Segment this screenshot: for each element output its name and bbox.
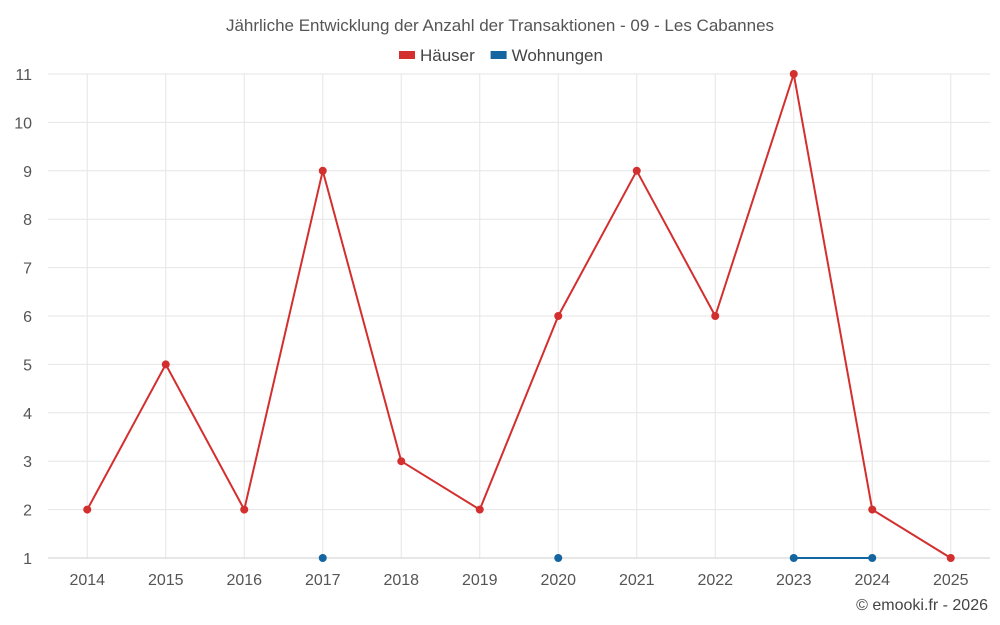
x-tick-label: 2014 — [69, 572, 105, 589]
x-tick-label: 2020 — [540, 572, 576, 589]
legend-swatch — [490, 51, 507, 59]
data-point — [789, 70, 798, 78]
data-point — [554, 312, 563, 320]
legend-label: Wohnungen — [512, 46, 603, 65]
credit: © emooki.fr - 2026 — [856, 597, 988, 614]
x-axis: 2014 2015 2016 2017 2018 2019 2020 2021 2022 2023… — [48, 557, 990, 589]
y-axis: 1 2 3 4 5 6 7 8 9 10 11 — [14, 67, 32, 568]
data-point — [868, 505, 877, 514]
y-tick-label: 7 — [23, 261, 32, 278]
legend: Häuser Wohnungen — [399, 46, 603, 65]
data-point — [789, 554, 798, 562]
series-line — [86, 73, 952, 559]
data-point — [946, 554, 955, 562]
data-point — [161, 360, 170, 369]
x-tick-label: 2024 — [854, 572, 890, 589]
data-point — [318, 166, 327, 175]
data-point — [475, 505, 484, 514]
data-point — [318, 554, 327, 562]
chart-title: Jährliche Entwicklung der Anzahl der Tra… — [226, 16, 774, 35]
series-2 — [318, 554, 877, 562]
y-tick-label: 6 — [23, 309, 32, 326]
y-tick-label: 1 — [23, 551, 32, 568]
x-tick-label: 2023 — [776, 572, 812, 589]
y-tick-label: 8 — [23, 212, 32, 229]
data-point — [240, 505, 249, 514]
x-tick-label: 2021 — [619, 572, 655, 589]
series-layer — [83, 70, 955, 562]
legend-swatch — [399, 51, 415, 59]
data-point — [554, 554, 563, 562]
data-point — [632, 166, 641, 175]
y-tick-label: 5 — [23, 357, 32, 374]
series-1 — [83, 70, 955, 562]
x-tick-label: 2022 — [697, 572, 733, 589]
data-point — [83, 505, 92, 514]
y-tick-label: 9 — [23, 164, 32, 181]
x-tick-label: 2015 — [148, 572, 184, 589]
legend-label: Häuser — [420, 46, 475, 65]
x-tick-label: 2017 — [305, 572, 341, 589]
x-tick-label: 2025 — [933, 572, 969, 589]
x-tick-label: 2019 — [462, 572, 498, 589]
x-tick-label: 2016 — [226, 572, 262, 589]
y-tick-label: 11 — [15, 67, 32, 84]
x-tick-label: 2018 — [383, 572, 419, 589]
y-tick-label: 4 — [23, 406, 32, 423]
data-point — [397, 457, 406, 466]
data-point — [711, 312, 720, 320]
y-tick-label: 2 — [23, 503, 32, 520]
y-tick-label: 3 — [23, 454, 32, 471]
y-tick-label: 10 — [14, 115, 32, 132]
data-point — [868, 554, 877, 562]
grid — [48, 73, 990, 559]
